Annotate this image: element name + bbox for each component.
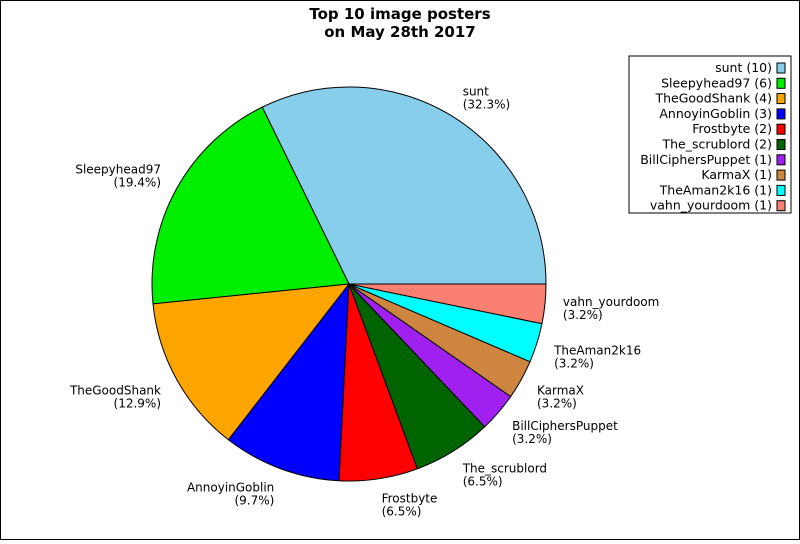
chart-title-line-2: on May 28th 2017 [324,23,476,41]
slice-label-vahn-yourdoom: vahn_yourdoom [563,295,659,309]
legend-swatch-karmax [776,169,786,181]
legend-swatch-sleepyhead97 [776,77,786,89]
slice-percent-sunt: (32.3%) [463,98,510,112]
legend-entry-the-scrublord: The_scrublord (2) [661,137,772,152]
legend-swatch-thegoodshank [776,93,786,105]
legend-swatch-theaman2k16 [776,184,786,196]
slice-percent-annoyingoblin: (9.7%) [234,494,274,508]
legend-entry-billcipherspuppet: BillCiphersPuppet (1) [640,152,772,167]
slice-percent-thegoodshank: (12.9%) [114,396,161,410]
slice-percent-billcipherspuppet: (3.2%) [512,432,552,446]
slice-label-annoyingoblin: AnnoyinGoblin [187,481,274,495]
chart-title-line-1: Top 10 image posters [309,5,490,23]
legend-entry-theaman2k16: TheAman2k16 (1) [659,182,772,197]
legend: sunt (10)Sleepyhead97 (6)TheGoodShank (4… [628,55,792,214]
slice-percent-frostbyte: (6.5%) [382,505,422,519]
slice-percent-the-scrublord: (6.5%) [463,475,503,489]
legend-swatch-the-scrublord [776,139,786,150]
legend-swatch-sunt [776,62,786,74]
slice-label-frostbyte: Frostbyte [382,492,438,506]
pie-slice-vahn-yourdoom [348,283,547,325]
legend-entry-thegoodshank: TheGoodShank (4) [654,91,772,106]
legend-box [628,55,792,214]
pie-labels: sunt(32.3%) Sleepyhead97(19.4%) TheGoodSha… [69,85,659,519]
legend-swatch-vahn-yourdoom [776,200,786,212]
pie-slice-thegoodshank [152,283,351,441]
slice-label-the-scrublord: The_scrublord [462,462,547,476]
slice-label-sunt: sunt [463,85,489,99]
pie-slices [151,86,547,482]
slice-label-billcipherspuppet: BillCiphersPuppet [512,419,618,433]
legend-entry-sunt: sunt (10) [715,60,772,75]
legend-swatch-billcipherspuppet [776,154,786,166]
slice-percent-sleepyhead97: (19.4%) [114,176,161,190]
slice-label-karmax: KarmaX [537,383,584,397]
pie-slice-sleepyhead97 [151,106,350,305]
legend-entry-karmax: KarmaX (1) [701,167,772,182]
legend-swatch-annoyingoblin [776,108,786,120]
legend-entry-vahn-yourdoom: vahn_yourdoom (1) [650,198,772,213]
legend-entry-sleepyhead97: Sleepyhead97 (6) [661,75,772,90]
slice-label-theaman2k16: TheAman2k16 [553,343,641,357]
legend-entry-frostbyte: Frostbyte (2) [692,121,772,136]
legend-swatch-frostbyte [776,123,786,135]
slice-label-sleepyhead97: Sleepyhead97 [75,163,161,177]
slice-percent-vahn-yourdoom: (3.2%) [563,308,603,322]
pie-slice-sunt [261,86,547,285]
slice-percent-karmax: (3.2%) [537,396,577,410]
legend-entry-annoyingoblin: AnnoyinGoblin (3) [659,106,772,121]
pie-slice-annoyingoblin [227,282,350,482]
slice-percent-theaman2k16: (3.2%) [554,356,594,370]
slice-label-thegoodshank: TheGoodShank [69,383,161,397]
